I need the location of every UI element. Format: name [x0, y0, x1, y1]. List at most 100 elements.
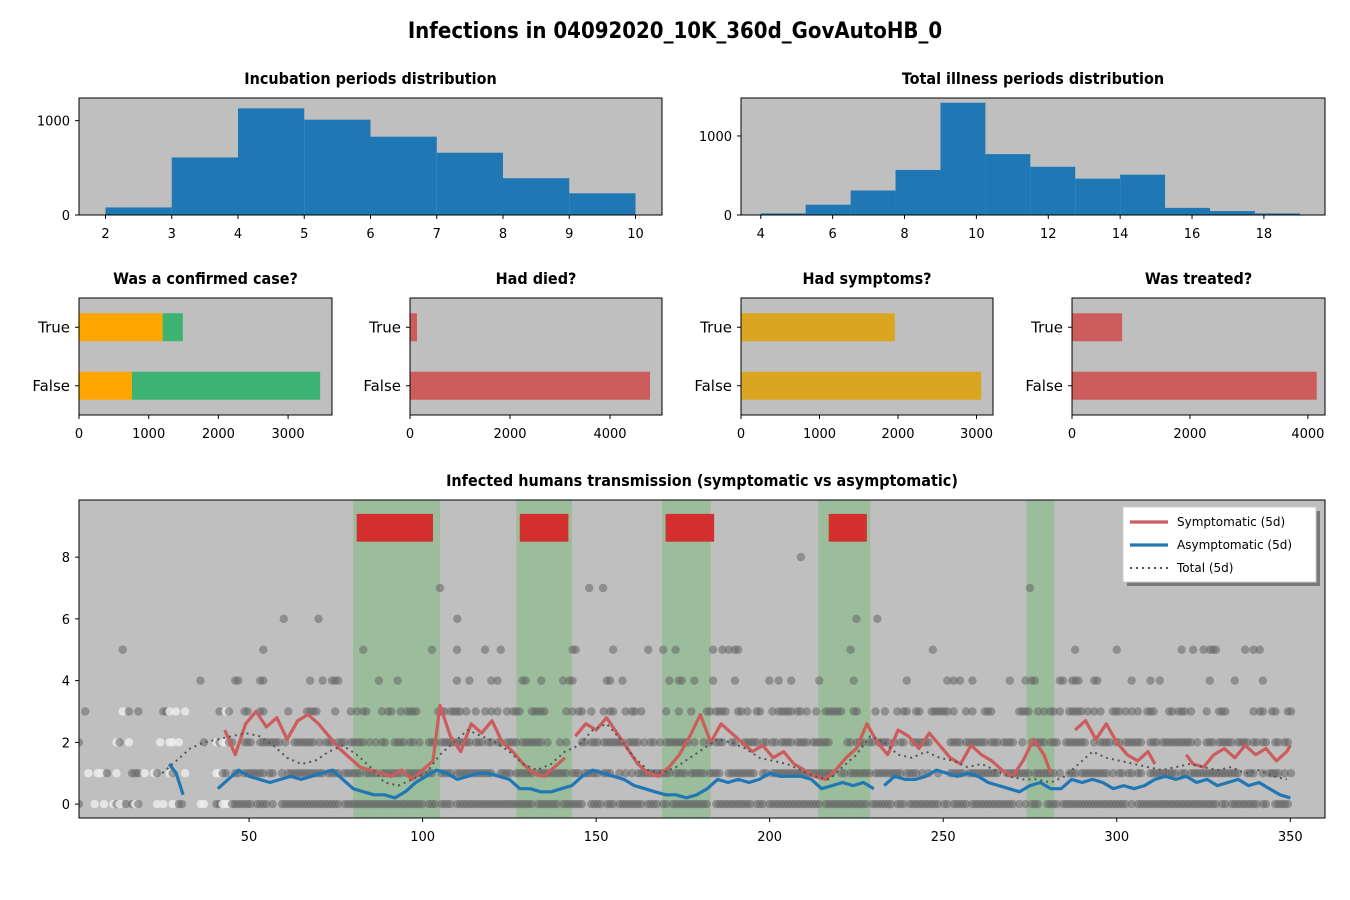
- illness-bar: [1254, 213, 1300, 215]
- scatter-point: [1149, 707, 1158, 716]
- scatter-point: [1018, 738, 1027, 747]
- died-chart: True False Had died? 0 2000 4000: [363, 269, 663, 442]
- illness-xtick-label: 12: [1040, 227, 1057, 242]
- scatter-point: [608, 707, 618, 716]
- scatter-point: [268, 799, 277, 809]
- scatter-point: [1193, 738, 1202, 747]
- scatter-point: [687, 707, 696, 716]
- scatter-point: [124, 738, 134, 747]
- intervention-band: [1026, 500, 1055, 818]
- transmission-xtick-label: 50: [241, 830, 258, 845]
- incubation-ytick-label: 1000: [37, 115, 70, 130]
- scatter-point: [1186, 707, 1196, 716]
- scatter-point: [1171, 769, 1180, 778]
- scatter-point: [1015, 799, 1024, 809]
- incubation-bar: [370, 136, 437, 215]
- incubation-xtick-label: 9: [565, 227, 573, 242]
- scatter-point: [374, 676, 384, 685]
- scatter-point: [352, 707, 362, 716]
- illness-xtick-label: 6: [829, 227, 837, 242]
- scatter-point: [471, 707, 480, 716]
- symptoms-xtick-label: 2000: [881, 427, 914, 442]
- symptoms-category-label: True: [699, 318, 732, 336]
- scatter-point: [305, 676, 315, 685]
- scatter-point: [359, 645, 368, 654]
- scatter-point: [899, 738, 908, 747]
- transmission-plot-content: [79, 500, 1296, 818]
- confirmed-category-label: False: [32, 377, 70, 395]
- scatter-point: [1040, 738, 1049, 747]
- scatter-point: [662, 799, 671, 809]
- scatter-point: [1199, 645, 1208, 654]
- scatter-point: [487, 707, 496, 716]
- lockdown-block: [356, 513, 434, 542]
- scatter-point: [134, 769, 143, 778]
- treated-bar-false: [1072, 371, 1317, 400]
- scatter-point: [537, 676, 546, 685]
- scatter-point: [334, 676, 343, 685]
- scatter-point: [1227, 738, 1236, 747]
- scatter-point: [1083, 707, 1093, 716]
- scatter-point: [1055, 707, 1065, 716]
- scatter-point: [802, 738, 812, 747]
- incubation-xtick-label: 5: [300, 227, 308, 242]
- incubation-title: Incubation periods distribution: [244, 69, 496, 88]
- scatter-point: [1280, 769, 1289, 778]
- scatter-point: [1033, 799, 1043, 809]
- confirmed-xtick-label: 2000: [202, 427, 235, 442]
- figure-title: Infections in 04092020_10K_360d_GovAutoH…: [408, 19, 942, 44]
- scatter-point: [527, 799, 537, 809]
- scatter-point: [81, 707, 90, 716]
- incubation-bar: [569, 193, 636, 215]
- scatter-point: [708, 645, 718, 654]
- died-category-label: True: [368, 318, 401, 336]
- scatter-point: [633, 738, 643, 747]
- scatter-point: [637, 799, 646, 809]
- scatter-point: [1024, 707, 1033, 716]
- scatter-point: [1258, 676, 1268, 685]
- scatter-point: [662, 707, 671, 716]
- scatter-point: [771, 738, 780, 747]
- scatter-point: [658, 645, 668, 654]
- scatter-point: [1133, 707, 1143, 716]
- illness-ytick-label: 1000: [699, 130, 732, 145]
- scatter-point: [1255, 645, 1264, 654]
- illness-bar: [895, 169, 941, 215]
- transmission-xtick-label: 300: [1104, 830, 1129, 845]
- incubation-xtick-label: 2: [101, 227, 109, 242]
- scatter-point: [1108, 769, 1118, 778]
- scatter-point: [928, 645, 938, 654]
- scatter-point: [435, 583, 445, 593]
- scatter-point: [598, 583, 608, 593]
- scatter-point: [430, 799, 440, 809]
- scatter-point: [893, 707, 902, 716]
- scatter-point: [1005, 676, 1015, 685]
- scatter-point: [1274, 769, 1283, 778]
- scatter-point: [743, 707, 752, 716]
- scatter-point: [462, 707, 471, 716]
- scatter-point: [480, 645, 490, 654]
- scatter-point: [677, 676, 687, 685]
- died-bar-false: [410, 371, 650, 400]
- scatter-point: [562, 738, 571, 747]
- scatter-point: [721, 707, 730, 716]
- scatter-point: [899, 799, 908, 809]
- scatter-point: [1240, 645, 1250, 654]
- scatter-point: [911, 769, 921, 778]
- scatter-point: [259, 707, 268, 716]
- scatter-point: [427, 645, 437, 654]
- scatter-point: [1286, 707, 1296, 716]
- scatter-point: [796, 707, 805, 716]
- scatter-point: [558, 676, 568, 685]
- scatter-point: [452, 645, 462, 654]
- scatter-point: [505, 769, 515, 778]
- died-xtick-label: 4000: [593, 427, 626, 442]
- confirmed-bar-true: [162, 313, 183, 342]
- scatter-point: [1186, 738, 1196, 747]
- scatter-point: [1033, 707, 1043, 716]
- scatter-point: [1089, 707, 1099, 716]
- scatter-point: [1025, 583, 1035, 593]
- confirmed-chart: True False Was a confirmed case? 0 1000 2000 3…: [32, 269, 333, 442]
- incubation-chart: Incubation periods distribution 2 3 4 5 6 7 8 9 1…: [37, 69, 663, 242]
